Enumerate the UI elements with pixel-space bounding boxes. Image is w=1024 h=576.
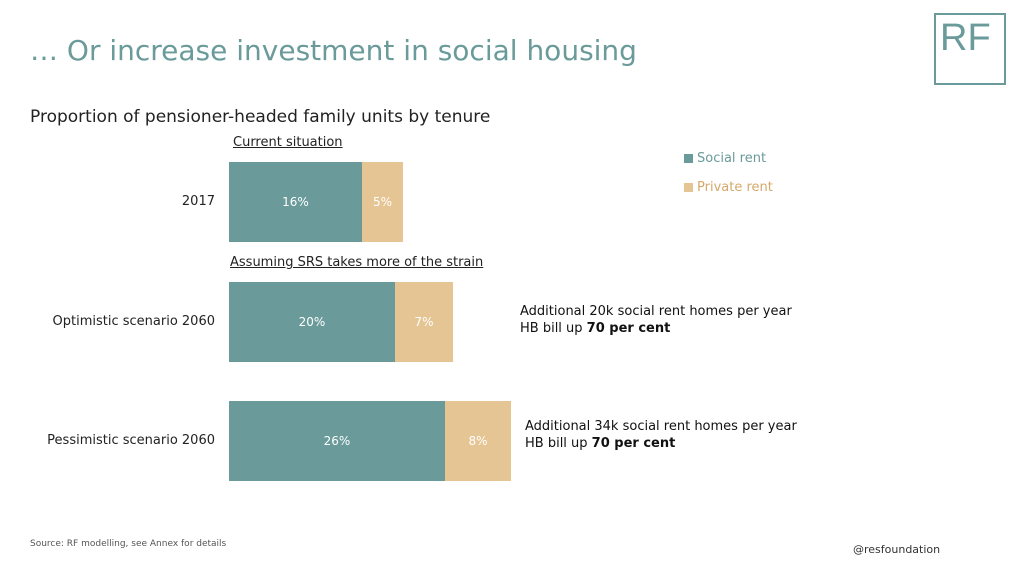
rf-logo: RF	[934, 13, 1006, 85]
annotation-pessimistic-prefix: HB bill up	[525, 436, 592, 451]
annotation-pessimistic-line2: HB bill up 70 per cent	[525, 435, 797, 452]
annotation-pessimistic-bold: 70 per cent	[591, 436, 676, 451]
annotation-pessimistic: Additional 34k social rent homes per yea…	[525, 418, 797, 452]
annotation-optimistic: Additional 20k social rent homes per yea…	[520, 303, 792, 337]
bar-private-rent-pessimistic: 8%	[444, 401, 512, 481]
chart-title: Proportion of pensioner-headed family un…	[30, 107, 491, 127]
legend-label-social-rent: Social rent	[697, 151, 767, 166]
annotation-optimistic-prefix: HB bill up	[520, 321, 587, 336]
bar-label-social-rent-2017: 16%	[282, 195, 309, 209]
bar-private-rent-2017: 5%	[361, 162, 404, 242]
bar-social-rent-optimistic: 20%	[229, 282, 395, 362]
legend-swatch-private-rent	[684, 183, 693, 192]
annotation-optimistic-line2: HB bill up 70 per cent	[520, 320, 792, 337]
legend-item-social-rent: Social rent	[684, 151, 766, 166]
category-label-optimistic: Optimistic scenario 2060	[52, 314, 215, 329]
bar-label-private-rent-pessimistic: 8%	[468, 434, 488, 448]
bar-label-private-rent-optimistic: 7%	[414, 315, 434, 329]
category-label-pessimistic: Pessimistic scenario 2060	[47, 433, 215, 448]
category-label-2017: 2017	[181, 194, 215, 209]
source-note: Source: RF modelling, see Annex for deta…	[30, 539, 227, 549]
section-label-current: Current situation	[233, 135, 343, 150]
bar-label-private-rent-2017: 5%	[373, 195, 393, 209]
slide-title: … Or increase investment in social housi…	[30, 34, 637, 67]
legend-item-private-rent: Private rent	[684, 180, 773, 195]
bar-label-social-rent-pessimistic: 26%	[323, 434, 351, 448]
annotation-optimistic-line1: Additional 20k social rent homes per yea…	[520, 304, 792, 319]
annotation-optimistic-bold: 70 per cent	[586, 321, 671, 336]
bar-social-rent-pessimistic: 26%	[229, 401, 445, 481]
bar-label-social-rent-optimistic: 20%	[298, 315, 326, 329]
legend-label-private-rent: Private rent	[697, 180, 773, 195]
twitter-handle: @resfoundation	[853, 543, 941, 556]
logo-text: RF	[940, 17, 991, 59]
annotation-pessimistic-line1: Additional 34k social rent homes per yea…	[525, 419, 797, 434]
bar-social-rent-2017: 16%	[229, 162, 362, 242]
bar-private-rent-optimistic: 7%	[395, 282, 454, 362]
section-label-scenario: Assuming SRS takes more of the strain	[230, 255, 484, 270]
legend-swatch-social-rent	[684, 154, 693, 163]
